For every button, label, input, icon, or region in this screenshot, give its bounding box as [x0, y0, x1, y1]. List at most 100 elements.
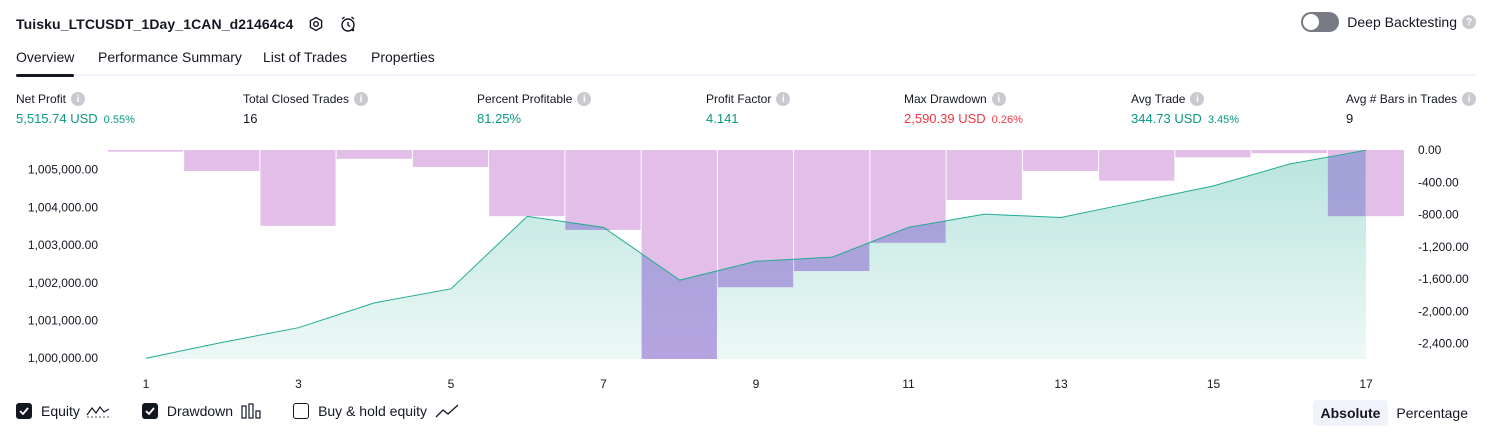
buy-hold-line-icon	[435, 403, 459, 419]
legend-label: Equity	[41, 403, 80, 419]
drawdown-bar	[260, 150, 336, 226]
info-icon[interactable]: i	[1462, 92, 1477, 106]
x-axis-tick-label: 3	[295, 377, 302, 391]
right-axis: 0.00 -400.00 -800.00 -1,200.00 -1,600.00 -2,0…	[1418, 143, 1469, 351]
drawdown-overlap	[870, 220, 946, 243]
percentage-mode-button[interactable]: Percentage	[1396, 405, 1468, 421]
tab-overview[interactable]: Overview	[16, 49, 75, 77]
equity-line-icon	[86, 403, 110, 419]
absolute-mode-button[interactable]: Absolute	[1312, 400, 1389, 426]
metric-net-profit: Net Profit i 5,515.74 USD 0.55%	[16, 92, 135, 126]
alarm-clock-icon[interactable]	[339, 15, 357, 33]
view-mode-switch: Absolute Percentage	[1312, 400, 1477, 426]
right-axis-tick-label: -1,200.00	[1418, 240, 1469, 254]
drawdown-bar	[489, 150, 565, 217]
metric-profit-factor: Profit Factor i 4.141	[706, 92, 791, 126]
info-icon[interactable]: i	[577, 92, 592, 106]
x-axis-tick-label: 17	[1359, 377, 1373, 391]
metric-label: Max Drawdown	[904, 92, 987, 106]
metric-value: 2,590.39 USD	[904, 111, 986, 126]
x-axis-tick-label: 5	[448, 377, 455, 391]
legend-label: Buy & hold equity	[318, 403, 428, 419]
info-icon[interactable]: i	[1190, 92, 1205, 106]
equity-area	[146, 150, 1366, 359]
metric-percent: 3.45%	[1207, 114, 1240, 126]
metric-label: Percent Profitable	[477, 92, 573, 106]
left-axis-tick-label: 1,000,000.00	[28, 351, 98, 365]
drawdown-bar	[184, 150, 260, 171]
equity-series	[145, 149, 1367, 359]
left-axis-tick-label: 1,005,000.00	[28, 163, 98, 177]
toggle-knob	[1303, 14, 1320, 30]
metric-label: Avg Trade	[1131, 92, 1186, 106]
metric-value: 16	[243, 111, 258, 126]
tab-performance-summary[interactable]: Performance Summary	[98, 49, 242, 65]
drawdown-overlap	[794, 242, 870, 272]
metric-label: Net Profit	[16, 92, 67, 106]
x-axis-tick-label: 7	[600, 377, 607, 391]
tab-properties[interactable]: Properties	[371, 49, 435, 65]
metric-total-closed-trades: Total Closed Trades i 16	[243, 92, 369, 126]
metric-value: 4.141	[706, 111, 739, 126]
checkbox-checked-icon[interactable]	[141, 403, 158, 419]
metric-percent-profitable: Percent Profitable i 81.25%	[477, 92, 592, 126]
right-axis-tick-label: -400.00	[1418, 175, 1459, 189]
drawdown-overlap	[1327, 150, 1365, 217]
legend-label: Drawdown	[166, 403, 234, 419]
help-question-icon[interactable]: ?	[1462, 15, 1476, 29]
metric-avg-bars-in-trades: Avg # Bars in Trades i 9	[1346, 92, 1477, 126]
deep-backtesting: Deep Backtesting ?	[1301, 12, 1476, 32]
metric-value: 81.25%	[477, 111, 522, 126]
metric-label: Profit Factor	[706, 92, 772, 106]
metric-value: 9	[1346, 111, 1354, 126]
right-axis-tick-label: -2,000.00	[1418, 304, 1469, 318]
drawdown-bar	[1251, 150, 1327, 154]
x-axis-tick-label: 11	[902, 377, 915, 391]
metric-label: Total Closed Trades	[243, 92, 350, 106]
legend-buy-hold-equity[interactable]: Buy & hold equity	[293, 403, 459, 419]
equity-drawdown-chart[interactable]: 1,000,000.00 1,001,000.00 1,002,000.00 1,00…	[0, 140, 1494, 395]
right-axis-tick-label: -2,400.00	[1418, 337, 1469, 351]
drawdown-bar	[108, 150, 184, 152]
left-axis-tick-label: 1,004,000.00	[28, 200, 98, 214]
settings-gear-icon[interactable]	[307, 15, 325, 33]
metric-value: 344.73 USD	[1131, 111, 1202, 126]
drawdown-bar	[412, 150, 489, 167]
x-axis-tick-label: 15	[1207, 377, 1221, 391]
right-axis-tick-label: 0.00	[1418, 143, 1442, 157]
x-axis: 1 3 5 7 9 11 13 15 17	[143, 377, 1373, 391]
drawdown-bar	[1022, 150, 1099, 171]
drawdown-bar	[336, 150, 412, 159]
checkbox-unchecked-icon[interactable]	[293, 403, 310, 419]
metric-avg-trade: Avg Trade i 344.73 USD 3.45%	[1131, 92, 1239, 126]
metric-percent: 0.55%	[103, 114, 135, 126]
legend-drawdown[interactable]: Drawdown	[141, 403, 261, 419]
x-axis-tick-label: 9	[753, 377, 760, 391]
deep-backtesting-toggle[interactable]	[1301, 12, 1340, 32]
report-header: Tuisku_LTCUSDT_1Day_1CAN_d21464c4	[16, 12, 357, 36]
metric-value: 5,515.74 USD	[16, 111, 98, 126]
legend-equity[interactable]: Equity	[16, 403, 110, 419]
left-axis: 1,000,000.00 1,001,000.00 1,002,000.00 1,00…	[28, 163, 98, 366]
report-tabs: Overview Performance Summary List of Tra…	[16, 44, 1476, 77]
equity-line	[145, 149, 1367, 359]
checkbox-checked-icon[interactable]	[16, 403, 32, 419]
drawdown-series	[108, 150, 1404, 359]
metric-percent: 0.26%	[991, 114, 1023, 126]
info-icon[interactable]: i	[991, 92, 1006, 106]
drawdown-bar	[1175, 150, 1251, 158]
info-icon[interactable]: i	[776, 92, 791, 106]
info-icon[interactable]: i	[354, 92, 369, 106]
x-axis-tick-label: 13	[1054, 377, 1068, 391]
left-axis-tick-label: 1,001,000.00	[28, 314, 98, 328]
metric-label: Avg # Bars in Trades	[1346, 92, 1458, 106]
drawdown-bar	[565, 150, 641, 230]
tab-list-of-trades[interactable]: List of Trades	[263, 49, 348, 65]
info-icon[interactable]: i	[71, 92, 86, 106]
chart-legend: Equity Drawdown Buy & hold equity	[16, 403, 491, 419]
left-axis-tick-label: 1,002,000.00	[28, 276, 98, 290]
drawdown-bars-icon	[241, 403, 261, 419]
drawdown-overlap	[641, 253, 717, 359]
right-axis-tick-label: -1,600.00	[1418, 272, 1469, 286]
drawdown-bar	[946, 150, 1022, 201]
